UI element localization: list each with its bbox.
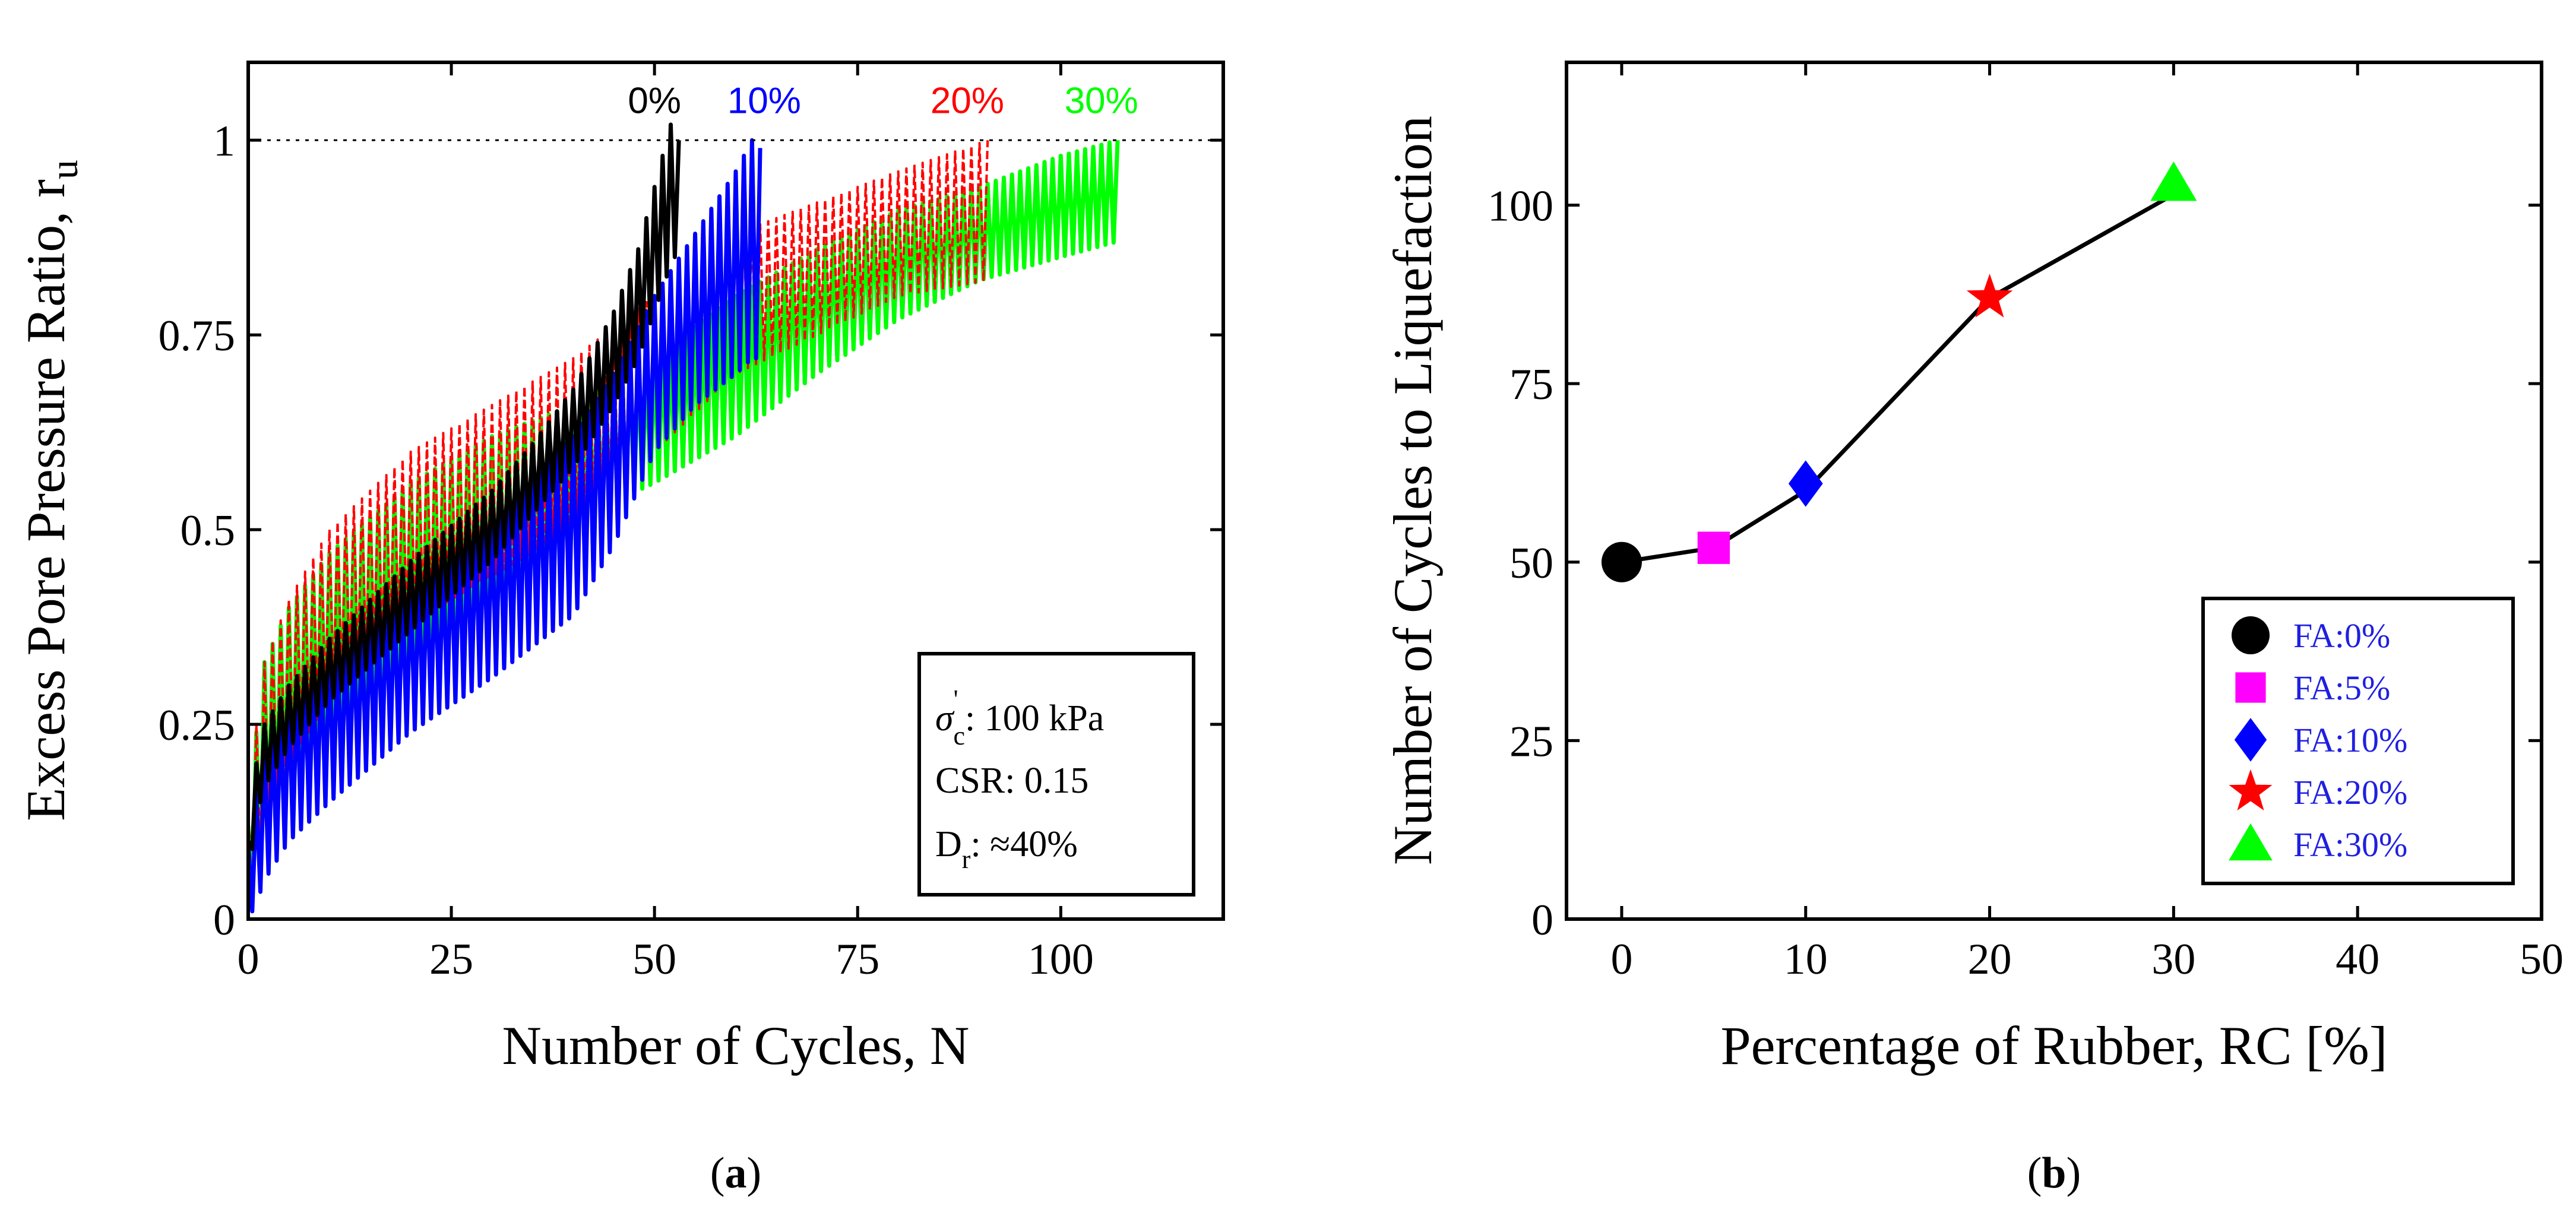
chart-b-legend: FA:0% FA:5% FA:10% FA:20% FA:30% [2201, 597, 2515, 885]
chart-a-ytick-label: 0 [213, 896, 235, 945]
legend-marker-FA-0pct [2232, 616, 2270, 654]
sigma-symbol: σ [935, 698, 955, 739]
panel-a-open: ( [710, 1149, 725, 1198]
legend-label-FA-0pct: FA:0% [2293, 616, 2390, 655]
chart-a: 0 25 50 75 100 0 0.25 0.5 0.75 1 Number of Cycles… [15, 61, 1225, 1198]
chart-b-xlabel: Percentage of Rubber, RC [%] [1721, 1015, 2388, 1076]
chart-b-trend-line [1621, 192, 2175, 565]
legend-label-FA-10pct: FA:10% [2293, 721, 2407, 759]
chart-a-ticks: 0 25 50 75 100 0 0.25 0.5 0.75 1 [159, 62, 1223, 984]
chart-a-xtick-label: 0 [238, 935, 260, 984]
chart-b-markers [1601, 161, 2197, 582]
chart-b-xtick-label: 40 [2336, 935, 2379, 984]
chart-b-xtick-label: 50 [2520, 935, 2564, 984]
chart-b-ytick-label: 50 [1509, 539, 1553, 588]
legend-items: FA:0% FA:5% FA:10% FA:20% FA:30% [2229, 616, 2407, 864]
chart-b-ylabel: Number of Cycles to Liquefaction [1382, 116, 1443, 865]
legend-label-FA-30pct: FA:30% [2293, 825, 2407, 864]
chart-a-info-box: σ' c: 100 kPa CSR: 0.15 Dr: ≈40% [917, 652, 1195, 897]
sigma-prime: ' [954, 685, 958, 714]
annotation-0pct: 0% [628, 80, 681, 121]
marker-FA-30pct [2150, 161, 2197, 201]
chart-b-xtick-label: 10 [1784, 935, 1828, 984]
chart-a-xtick-label: 100 [1028, 935, 1094, 984]
chart-a-frame [246, 61, 1225, 921]
chart-b-ytick-label: 25 [1509, 717, 1553, 766]
chart-b-ytick-label: 100 [1488, 182, 1553, 231]
chart-b-xtick-label: 30 [2151, 935, 2195, 984]
legend-label-FA-20pct: FA:20% [2293, 773, 2407, 812]
chart-a-ylabel: Excess Pore Pressure Ratio, ru [15, 160, 86, 821]
chart-a-xlabel: Number of Cycles, N [502, 1015, 970, 1076]
chart-a-ytick-label: 0.75 [159, 312, 236, 360]
marker-FA-20pct [1966, 274, 2013, 318]
marker-FA-5pct [1697, 531, 1730, 564]
chart-a-ylabel-sub: u [43, 160, 86, 179]
chart-a-ylabel-main: Excess Pore Pressure Ratio, r [15, 179, 76, 821]
legend-marker-FA-30pct [2229, 823, 2273, 861]
panel-a-close: ) [747, 1149, 762, 1198]
chart-b-ticks: 0 10 20 30 40 50 0 25 50 75 100 [1488, 62, 2564, 984]
sigma-value: : 100 kPa [965, 698, 1104, 739]
sigma-sub: c [954, 721, 966, 750]
chart-b-panel-label: (b) [2027, 1149, 2081, 1198]
chart-b-frame [1565, 61, 2543, 921]
chart-b-ytick-label: 0 [1531, 896, 1553, 945]
panel-b-open: ( [2027, 1149, 2042, 1198]
info-box-dr: Dr: ≈40% [935, 824, 1078, 874]
annotation-30pct: 30% [1065, 80, 1138, 121]
info-box-csr: CSR: 0.15 [935, 761, 1088, 801]
chart-b-xtick-label: 20 [1968, 935, 2012, 984]
chart-a-ytick-label: 0.5 [181, 506, 236, 555]
annotation-10pct: 10% [727, 80, 801, 121]
chart-a-xtick-label: 75 [836, 935, 879, 984]
info-box-frame [917, 652, 1195, 897]
chart-a-xtick-label: 50 [632, 935, 676, 984]
marker-FA-10pct [1788, 460, 1823, 507]
annotation-20pct: 20% [931, 80, 1004, 121]
dr-sub: r [962, 845, 971, 874]
legend-marker-FA-10pct [2234, 718, 2267, 762]
legend-marker-FA-5pct [2235, 672, 2266, 703]
legend-marker-FA-20pct [2229, 769, 2273, 811]
chart-b-xtick-label: 0 [1610, 935, 1632, 984]
dr-main: D [935, 824, 962, 864]
chart-a-series-group [248, 122, 1120, 914]
info-box-sigma: σ' c: 100 kPa [935, 685, 1104, 750]
series-0pct-oscillation [248, 122, 681, 851]
chart-a-xtick-label: 25 [429, 935, 473, 984]
chart-a-ytick-label: 0.25 [159, 701, 236, 750]
panel-b-letter: b [2042, 1149, 2066, 1198]
chart-b-ytick-label: 75 [1509, 360, 1553, 409]
panel-a-letter: a [725, 1149, 747, 1198]
panel-b-close: ) [2067, 1149, 2081, 1198]
marker-FA-0pct [1601, 541, 1642, 582]
chart-a-annotations: 0% 10% 20% 30% [628, 80, 1138, 121]
legend-label-FA-5pct: FA:5% [2293, 669, 2390, 707]
series-10pct-oscillation [248, 138, 762, 914]
dr-value: : ≈40% [970, 824, 1077, 864]
chart-a-ytick-label: 1 [213, 117, 235, 166]
chart-a-panel-label: (a) [710, 1149, 761, 1198]
